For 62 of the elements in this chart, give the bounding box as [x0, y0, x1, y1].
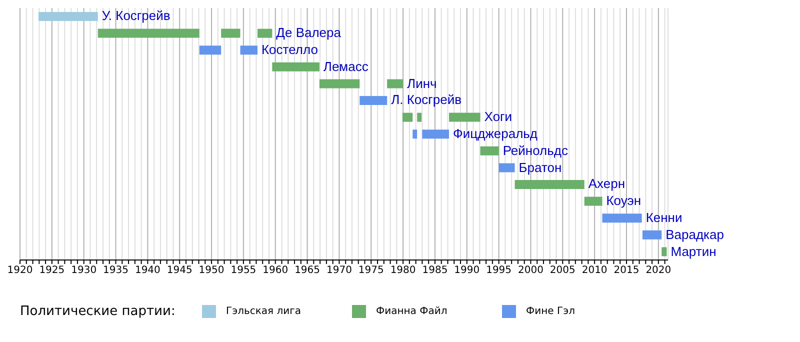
bar: [412, 130, 418, 139]
x-tick-label: 1930: [71, 265, 97, 276]
bar: [498, 163, 515, 172]
bar: [642, 230, 662, 240]
bar: [38, 12, 98, 21]
bar: [602, 214, 642, 223]
y-tick-label: Де Валера: [276, 25, 341, 42]
x-tick-label: 2000: [518, 265, 544, 276]
y-tick-label: Линч: [407, 76, 437, 92]
x-tick-label: 1985: [422, 265, 448, 276]
x-tick-label: 1935: [103, 265, 128, 276]
x-tick-label: 1940: [134, 265, 160, 276]
x-tick-label: 1960: [262, 265, 288, 276]
bar: [514, 180, 584, 189]
bar: [422, 130, 450, 139]
x-tick-label: 1920: [7, 265, 33, 276]
x-tick-label: 1970: [326, 265, 352, 276]
bar: [98, 28, 200, 38]
y-tick-label: Рейнольдс: [502, 142, 568, 159]
x-tick-label: 1980: [390, 265, 416, 276]
bar: [272, 62, 320, 72]
y-tick-label: Ахерн: [588, 176, 626, 192]
bar: [240, 46, 258, 55]
bar: [662, 247, 667, 256]
legend-label: Фианна Файл: [376, 306, 448, 317]
bar: [584, 196, 602, 206]
y-tick-label: Костелло: [261, 42, 318, 58]
x-tick-label: 1955: [230, 265, 256, 276]
legend-label: Фине Гэл: [526, 306, 575, 317]
bar: [360, 96, 388, 105]
y-tick-label: Лемасс: [323, 58, 368, 75]
y-tick-label: Варадкар: [666, 226, 724, 243]
x-tick-label: 2015: [614, 265, 640, 276]
x-tick-label: 1965: [294, 265, 320, 276]
x-tick-label: 2010: [582, 265, 608, 276]
x-tick-label: 1990: [454, 265, 480, 276]
x-tick-label: 2020: [646, 265, 672, 276]
bar: [319, 79, 360, 88]
bar: [417, 112, 422, 122]
x-tick-label: 1925: [39, 265, 65, 276]
bar: [480, 146, 499, 156]
y-tick-label: Братон: [518, 160, 562, 176]
x-tick-label: 1950: [198, 265, 224, 276]
y-tick-label: Фицджеральд: [453, 126, 538, 142]
y-tick-label: Хоги: [484, 109, 512, 126]
x-tick-label: 1945: [166, 265, 192, 276]
y-tick-label: Л. Косгрейв: [391, 92, 462, 108]
y-tick-label: Мартин: [670, 244, 716, 260]
y-tick-label: У. Косгрейв: [102, 8, 170, 24]
bar: [387, 79, 404, 88]
bar: [199, 46, 222, 55]
bar: [449, 112, 480, 122]
y-tick-label: Кенни: [646, 210, 682, 226]
legend-title: Политические партии:: [20, 304, 176, 319]
bar: [221, 28, 240, 38]
bar: [402, 112, 413, 122]
y-tick-label: Коуэн: [606, 193, 642, 210]
x-tick-label: 2005: [550, 265, 576, 276]
x-tick-label: 1995: [486, 265, 512, 276]
bar: [257, 28, 272, 38]
legend-label: Гэльская лига: [226, 306, 302, 317]
x-tick-label: 1975: [358, 265, 384, 276]
